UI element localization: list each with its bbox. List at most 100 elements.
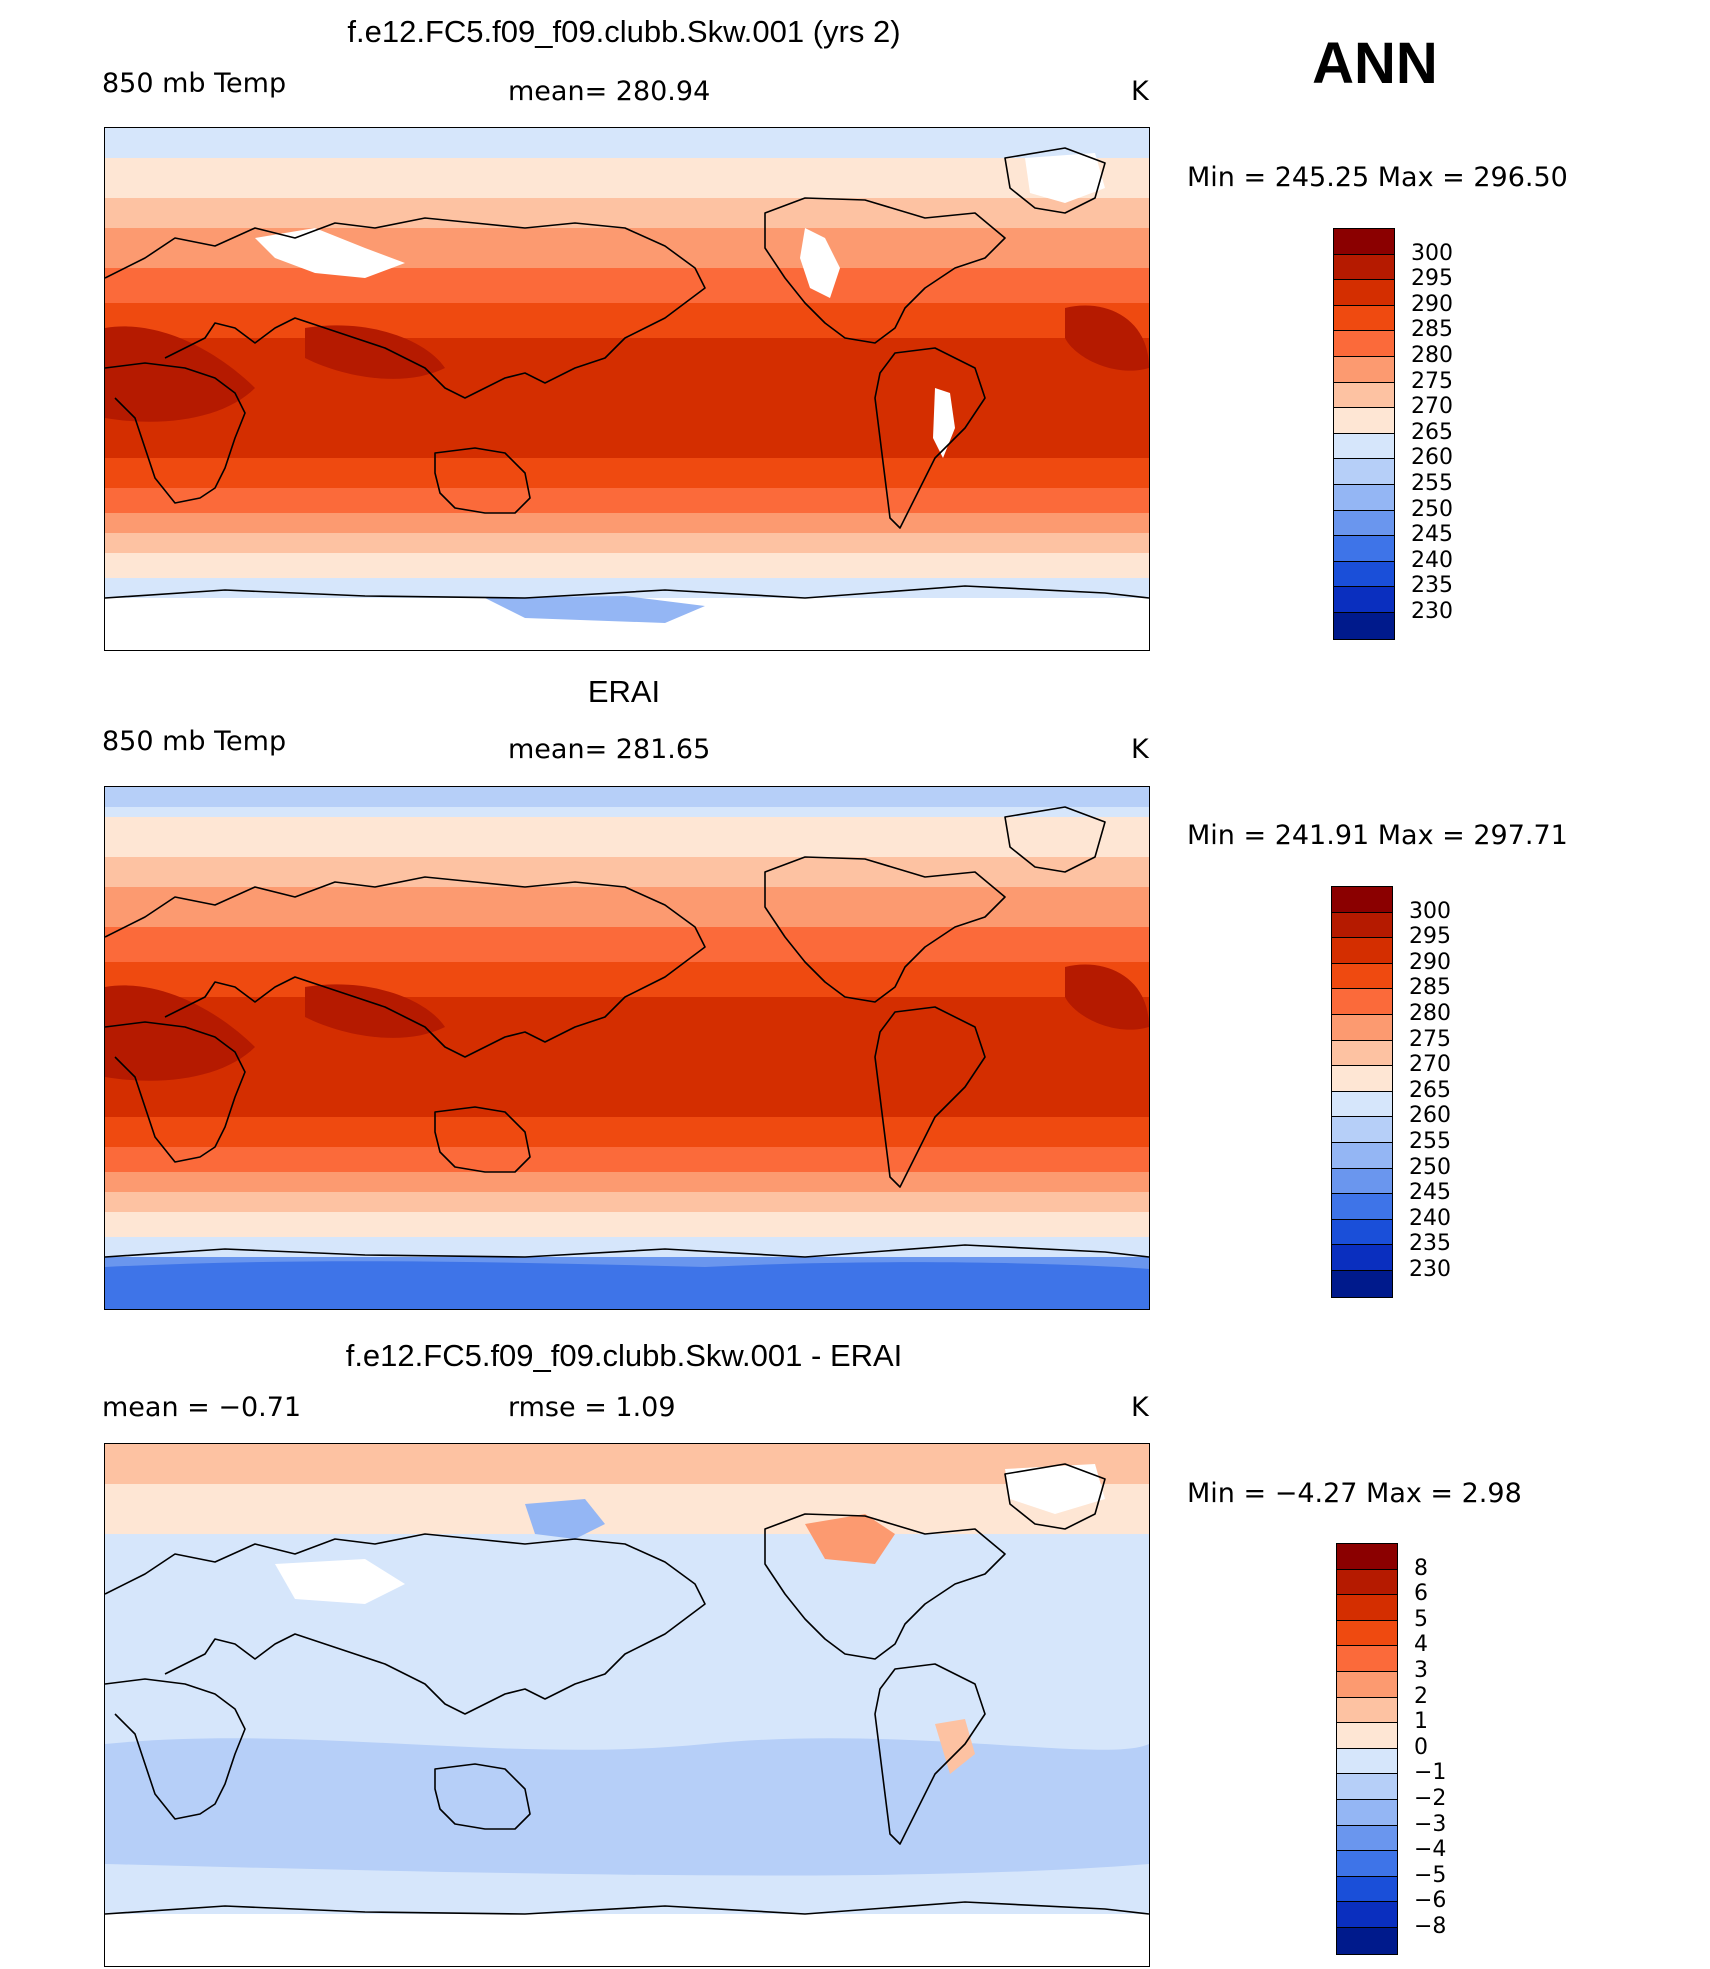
colorbar-swatch (1332, 1271, 1392, 1297)
colorbar-swatch (1337, 1876, 1397, 1903)
colorbar-swatch (1332, 887, 1392, 913)
colorbar-swatch (1334, 280, 1394, 306)
colorbar-tick-label: 240 (1411, 547, 1453, 573)
colorbar-swatch (1334, 459, 1394, 485)
colorbar-tick-label: −2 (1414, 1786, 1447, 1811)
colorbar-swatch (1337, 1595, 1397, 1621)
colorbar-swatch (1332, 1245, 1392, 1271)
colorbar-tick-label: 260 (1411, 445, 1453, 471)
colorbar-swatch (1337, 1825, 1397, 1852)
panel-2-variable-label: 850 mb Temp (102, 726, 287, 757)
colorbar-tick-label: 6 (1414, 1581, 1428, 1607)
colorbar-swatch (1334, 229, 1394, 255)
panel-3-map (104, 1443, 1150, 1967)
colorbar-swatch (1332, 1066, 1392, 1092)
panel-2-minmax: Min = 241.91 Max = 297.71 (1187, 820, 1568, 851)
colorbar-tick-label: 250 (1411, 496, 1453, 522)
colorbar-swatch (1332, 1219, 1392, 1246)
colorbar-swatch (1332, 989, 1392, 1015)
colorbar-tick-label: 290 (1409, 949, 1451, 975)
colorbar-tick-label: 4 (1414, 1632, 1428, 1658)
colorbar-tick-label: 1 (1414, 1709, 1428, 1735)
colorbar-swatch (1337, 1697, 1397, 1724)
colorbar-swatch (1332, 1091, 1392, 1118)
panel-1-variable-label: 850 mb Temp (102, 68, 287, 99)
colorbar-tick-label: 235 (1409, 1231, 1451, 1257)
colorbar-swatch (1334, 587, 1394, 613)
panel-2-mean-label: mean= 281.65 (508, 734, 711, 765)
colorbar-swatch (1334, 485, 1394, 511)
colorbar-tick-label: 230 (1411, 599, 1453, 624)
colorbar-swatch (1334, 305, 1394, 332)
colorbar-swatch (1332, 1143, 1392, 1169)
colorbar-swatch (1334, 561, 1394, 588)
colorbar-swatch (1337, 1774, 1397, 1800)
panel-1-minmax: Min = 245.25 Max = 296.50 (1187, 162, 1568, 193)
colorbar-tick-label: 265 (1411, 419, 1453, 445)
colorbar-swatch (1337, 1544, 1397, 1570)
colorbar-swatch (1337, 1672, 1397, 1698)
colorbar-swatch (1332, 1040, 1392, 1067)
colorbar-tick-label: 245 (1409, 1180, 1451, 1206)
colorbar-swatch (1337, 1620, 1397, 1647)
colorbar-tick-label: 280 (1411, 343, 1453, 368)
panel-2-units: K (1131, 734, 1149, 765)
panel-1-mean-label: mean= 280.94 (508, 76, 711, 107)
colorbar-tick-label: 285 (1409, 975, 1451, 1001)
colorbar-tick-label: 275 (1409, 1026, 1451, 1052)
colorbar-tick-label: 230 (1409, 1257, 1451, 1282)
colorbar-swatch (1337, 1851, 1397, 1877)
colorbar-tick-label: 5 (1414, 1606, 1428, 1632)
colorbar-swatch (1337, 1723, 1397, 1749)
colorbar-tick-label: 260 (1409, 1103, 1451, 1129)
colorbar-swatch (1334, 408, 1394, 434)
colorbar-swatch (1334, 331, 1394, 357)
colorbar-swatch (1332, 1168, 1392, 1195)
colorbar-swatch (1332, 1117, 1392, 1143)
colorbar-swatch (1334, 357, 1394, 383)
panel-3-title: f.e12.FC5.f09_f09.clubb.Skw.001 - ERAI (345, 1338, 903, 1373)
colorbar-swatch (1337, 1902, 1397, 1928)
colorbar-tick-label: 270 (1411, 394, 1453, 420)
colorbar-swatch (1337, 1646, 1397, 1672)
colorbar-tick-label: 2 (1414, 1683, 1428, 1709)
colorbar-tick-label: 290 (1411, 291, 1453, 317)
colorbar-tick-label: −5 (1414, 1862, 1447, 1888)
colorbar-tick-label: 265 (1409, 1077, 1451, 1103)
colorbar-tick-label: 285 (1411, 317, 1453, 343)
colorbar-box (1336, 1543, 1398, 1955)
season-label: ANN (1312, 31, 1438, 96)
colorbar-tick-label: −6 (1414, 1888, 1447, 1914)
colorbar-tick-label: 245 (1411, 522, 1453, 548)
colorbar-box (1333, 228, 1395, 640)
panel-3-mean-label: mean = −0.71 (102, 1392, 302, 1423)
colorbar-swatch (1334, 382, 1394, 409)
panel-3-minmax: Min = −4.27 Max = 2.98 (1187, 1478, 1522, 1509)
colorbar-tick-label: −4 (1414, 1837, 1447, 1863)
colorbar-swatch (1332, 963, 1392, 990)
colorbar-swatch (1332, 912, 1392, 939)
panel-2-title: ERAI (587, 674, 661, 709)
colorbar-tick-label: 280 (1409, 1001, 1451, 1026)
panel-1-title: f.e12.FC5.f09_f09.clubb.Skw.001 (yrs 2) (347, 14, 901, 49)
colorbar-swatch (1337, 1800, 1397, 1826)
colorbar-swatch (1334, 510, 1394, 537)
colorbar-tick-label: 270 (1409, 1052, 1451, 1078)
colorbar-tick-label: 255 (1411, 471, 1453, 496)
colorbar-swatch (1334, 433, 1394, 460)
colorbar-tick-label: 300 (1409, 898, 1451, 924)
panel-1-units: K (1131, 76, 1149, 107)
colorbar-swatch (1337, 1928, 1397, 1954)
colorbar-tick-label: −3 (1414, 1811, 1447, 1837)
colorbar-tick-label: 300 (1411, 240, 1453, 266)
colorbar-tick-label: 3 (1414, 1658, 1428, 1683)
colorbar-swatch (1334, 536, 1394, 562)
colorbar-swatch (1332, 938, 1392, 964)
panel-3-units: K (1131, 1392, 1149, 1423)
colorbar-tick-label: −1 (1414, 1760, 1447, 1786)
colorbar-swatch (1334, 613, 1394, 639)
panel-3-rmse-label: rmse = 1.09 (508, 1392, 676, 1423)
colorbar-tick-label: −8 (1414, 1914, 1447, 1939)
panel-1-map (104, 127, 1150, 651)
colorbar-swatch (1332, 1194, 1392, 1220)
